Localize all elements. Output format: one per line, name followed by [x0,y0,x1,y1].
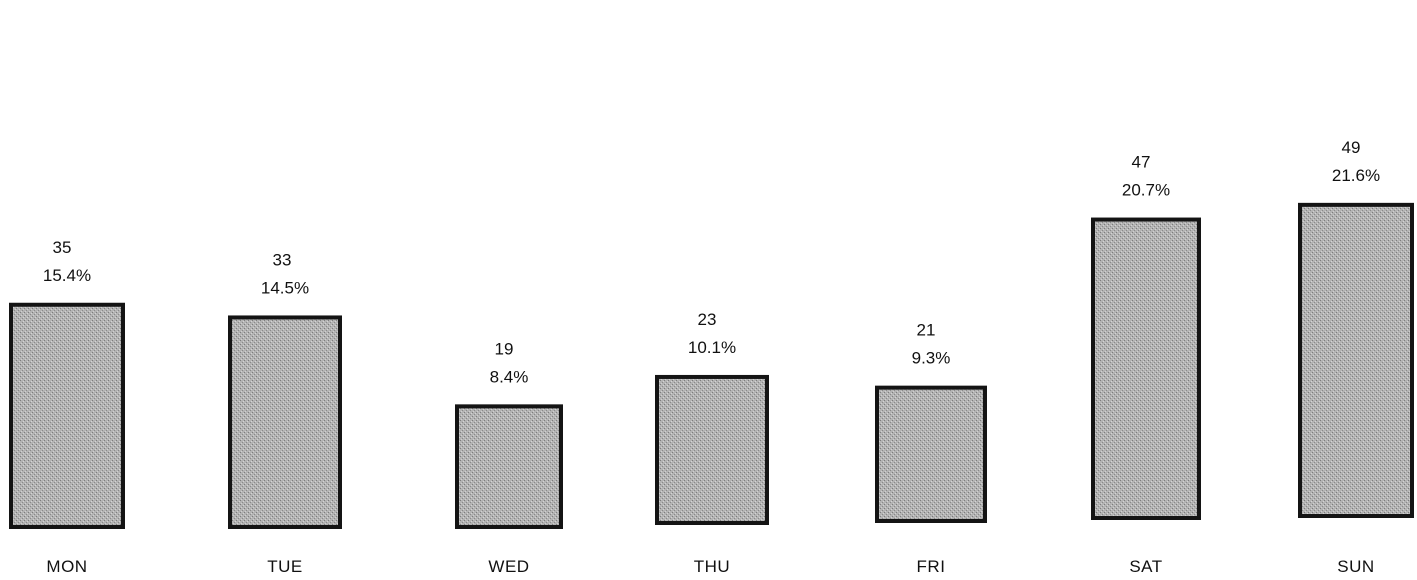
value-label-fri: 21 [917,321,936,340]
category-label-sun: SUN [1337,557,1374,576]
category-label-wed: WED [488,557,529,576]
category-label-mon: MON [46,557,87,576]
category-label-tue: TUE [267,557,303,576]
percent-label-sun: 21.6% [1332,166,1380,185]
value-label-tue: 33 [273,250,292,269]
value-label-thu: 23 [698,310,717,329]
percent-label-sat: 20.7% [1122,181,1170,200]
bar-sat [1091,217,1201,521]
bar-tue [228,315,342,530]
category-label-thu: THU [694,557,730,576]
bar-fri [875,385,987,523]
bar-wed [455,404,563,530]
value-label-wed: 19 [495,339,514,358]
percent-label-fri: 9.3% [912,349,951,368]
value-label-sat: 47 [1132,153,1151,172]
category-label-sat: SAT [1129,557,1162,576]
category-label-fri: FRI [917,557,946,576]
bars-layer [9,202,1414,530]
labels-layer: 35 15.4% MON 33 14.5% TUE 19 8.4% WED 23 10.1% THU 2… [43,138,1380,576]
value-label-sun: 49 [1342,138,1361,157]
percent-label-wed: 8.4% [490,367,529,386]
value-label-mon: 35 [53,238,72,257]
percent-label-tue: 14.5% [261,278,309,297]
bar-mon [9,302,125,529]
percent-label-mon: 15.4% [43,266,91,285]
bar-sun [1298,202,1414,518]
percent-label-thu: 10.1% [688,338,736,357]
bar-thu [655,374,769,526]
